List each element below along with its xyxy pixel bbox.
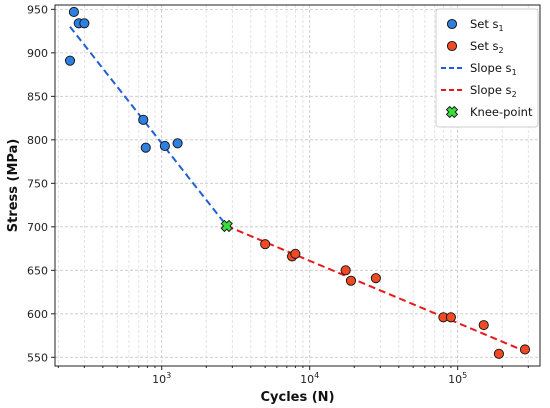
legend-label-slope-s1: Slope s1 [470,61,517,77]
y-tick-label: 950 [27,3,48,16]
x-tick-label: 104 [300,371,319,386]
y-tick-label: 800 [27,134,48,147]
set-s1-point [159,140,170,151]
grid-lines [55,5,540,366]
x-tick-label: 103 [152,371,171,386]
y-tick-label: 700 [27,221,48,234]
set-s2-point [519,344,531,355]
legend-swatch-set-s2 [446,40,458,52]
legend-label-knee-point: Knee-point [470,105,533,119]
y-tick-label: 850 [27,90,48,103]
set-s2-point [493,348,504,359]
chart-legend: Set s1 Set s2 Slope s1 Slope s2 Knee-point [435,8,539,128]
set-s2-point [478,320,489,331]
knee-point-marker [220,219,233,233]
plot-frame [54,4,541,367]
set-s1-point [64,55,76,66]
y-tick-label: 650 [27,264,48,277]
axis-ticks: 550 600 650 700 750 800 850 900 950 103 104 105 [27,3,529,386]
x-axis-title: Cycles (N) [260,390,334,405]
set-s1-point [68,6,79,18]
legend-label-set-s1: Set s1 [470,17,504,33]
y-tick-label: 900 [27,47,48,60]
y-tick-label: 550 [27,351,48,364]
set-s2-point [290,248,301,259]
data-points [64,6,531,359]
legend-swatch-set-s1 [446,18,458,30]
slope-lines [69,26,526,353]
legend-box [435,8,539,128]
set-s1-point [172,138,183,149]
legend-label-set-s2: Set s2 [470,39,504,55]
set-s1-point [138,114,149,125]
x-tick-label: 105 [448,371,467,386]
set-s2-point [340,265,351,276]
set-s2-point [345,275,357,286]
slope-s1-line [69,26,228,227]
set-s2-point [260,239,271,250]
legend-swatch-knee-point [445,105,459,119]
set-s2-point [445,312,456,323]
set-s1-point [79,18,90,29]
slope-s2-line [226,225,526,353]
y-axis-title: Stress (MPa) [6,139,21,233]
set-s1-point [140,142,151,153]
y-tick-label: 750 [27,177,48,190]
set-s2-point [370,273,381,284]
legend-label-slope-s2: Slope s2 [470,83,517,99]
y-tick-label: 600 [27,308,48,321]
